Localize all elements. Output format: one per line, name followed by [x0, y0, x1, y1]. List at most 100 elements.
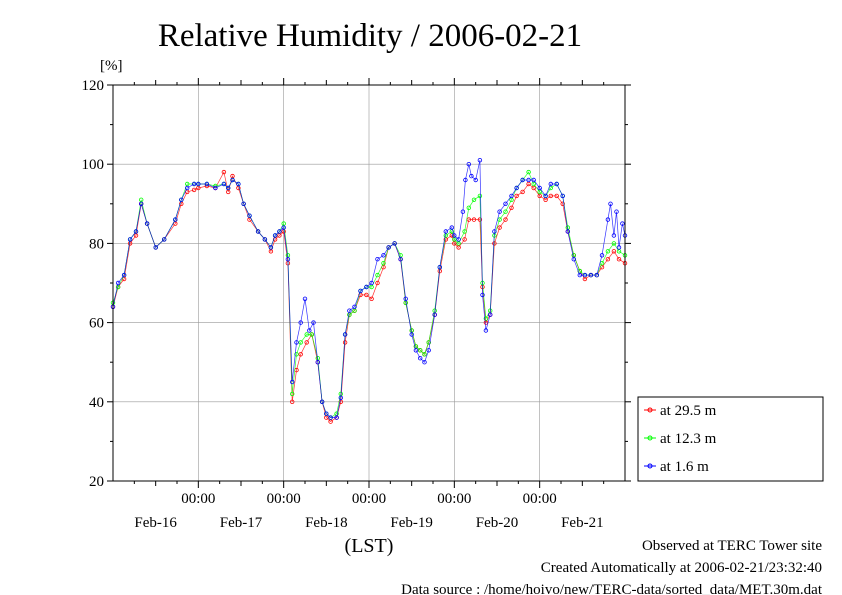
data-point [304, 332, 309, 337]
data-point [503, 209, 508, 214]
data-point [473, 177, 478, 183]
legend-entry: at 1.6 m [644, 459, 709, 475]
data-point [369, 296, 374, 301]
data-point [268, 245, 274, 250]
data-point [319, 399, 325, 404]
data-point [173, 217, 178, 222]
data-point [161, 237, 167, 242]
data-point [342, 332, 348, 337]
data-point [466, 205, 471, 210]
data-point [236, 181, 241, 187]
data-point [509, 205, 514, 210]
y-tick-label: 120 [82, 78, 105, 94]
data-point [221, 169, 227, 175]
data-point [565, 229, 570, 234]
data-point [375, 280, 380, 286]
data-point [262, 237, 268, 242]
data-point [196, 181, 201, 187]
y-tick-label: 60 [89, 316, 104, 332]
data-point [241, 201, 246, 206]
x-date-label: Feb-19 [390, 515, 433, 531]
data-point [115, 280, 121, 286]
data-point [582, 272, 588, 278]
data-point [307, 328, 312, 333]
data-point [364, 284, 369, 290]
data-point [477, 217, 483, 222]
series-3 [110, 157, 628, 420]
data-point [179, 197, 184, 202]
data-point [577, 272, 582, 278]
legend [637, 396, 824, 482]
chart-title: Relative Humidity / 2006-02-21 [158, 18, 582, 54]
x-time-label: 00:00 [267, 491, 301, 507]
footer-source: Data source : /home/hoivo/new/TERC-data/… [401, 582, 823, 595]
data-point [497, 209, 502, 214]
data-point [466, 161, 471, 167]
data-point [369, 280, 374, 286]
data-point [477, 193, 483, 199]
data-point [443, 229, 448, 234]
data-point [328, 419, 333, 424]
data-point [620, 221, 625, 226]
data-point [309, 332, 314, 337]
data-point [616, 257, 622, 262]
data-point [611, 233, 617, 238]
data-point [520, 189, 525, 195]
y-tick-label: 40 [89, 395, 104, 411]
data-point [460, 209, 466, 214]
y-axis-label: [%] [100, 58, 123, 74]
x-date-label: Feb-17 [220, 515, 263, 531]
data-point [311, 320, 316, 325]
data-point [328, 415, 333, 420]
data-point [503, 217, 508, 222]
data-point [608, 201, 613, 206]
legend-label: at 12.3 m [660, 431, 717, 447]
data-point [497, 225, 502, 230]
data-point [121, 272, 127, 278]
data-point [554, 181, 559, 187]
data-point [426, 348, 431, 353]
data-point [560, 193, 565, 199]
data-point [452, 233, 457, 238]
data-point [338, 395, 343, 400]
data-point [413, 348, 419, 353]
data-point [369, 284, 374, 290]
data-point [334, 415, 339, 420]
data-point [315, 360, 320, 365]
x-date-label: Feb-16 [134, 515, 177, 531]
data-point [548, 193, 553, 199]
data-point [127, 237, 133, 242]
y-tick-label: 20 [89, 474, 104, 490]
data-point [526, 169, 531, 175]
data-point [537, 185, 542, 191]
x-date-label: Feb-18 [305, 515, 348, 531]
legend-label: at 1.6 m [660, 459, 709, 475]
data-point [392, 241, 397, 246]
data-point [294, 340, 299, 345]
data-point [471, 217, 477, 222]
data-point [298, 352, 303, 357]
data-point [531, 177, 536, 183]
data-point [213, 185, 218, 191]
data-point [526, 177, 531, 183]
data-point [616, 245, 622, 250]
data-point [386, 245, 391, 250]
legend-swatch-marker [647, 463, 653, 469]
data-point [548, 181, 553, 187]
series-line [112, 160, 626, 418]
data-point [375, 257, 380, 262]
data-point [483, 316, 489, 321]
data-point [221, 181, 227, 187]
data-point [302, 296, 308, 301]
data-point [358, 288, 363, 294]
data-point [115, 284, 121, 290]
data-point [255, 229, 261, 234]
data-point [133, 229, 139, 234]
grid [113, 84, 625, 482]
data-point [554, 193, 559, 199]
data-point [571, 257, 576, 262]
data-point [298, 340, 303, 345]
data-point [483, 328, 489, 333]
y-tick-label: 100 [82, 157, 105, 173]
